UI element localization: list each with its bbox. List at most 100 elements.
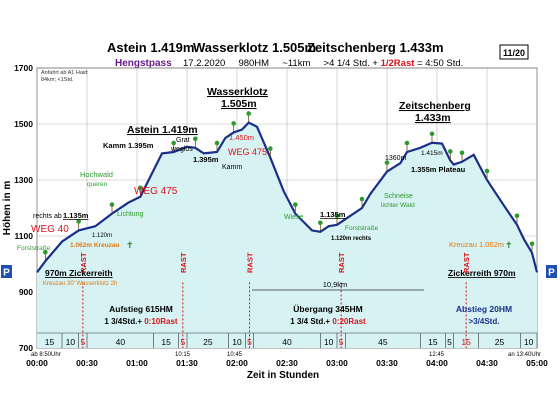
parking-label-right: P [548, 268, 555, 279]
label-weglos: weglos [170, 146, 193, 153]
profile-line [36, 121, 539, 274]
leg-uebergang-detail: 1 3/4 Std.+ 0:20Rast [290, 317, 366, 326]
tree-icon [529, 241, 535, 247]
y-tick-label: 1500 [14, 119, 33, 129]
label-queren: queren [87, 181, 108, 188]
leg-abstieg-detail: >3/4Std. [469, 317, 500, 326]
segment-dividers [82, 282, 467, 348]
label-start-sub: Kreuzau 30' Wasserklotz 2h [43, 281, 117, 287]
page-badge-box [499, 44, 529, 60]
segment-minutes: 40 [282, 337, 292, 347]
label-weg475-right: WEG 475 [228, 147, 267, 157]
x-tick-label: 03:30 [376, 358, 398, 368]
segment-minutes: 25 [203, 337, 213, 347]
leg-aufstieg-title: Aufstieg 615HM [109, 304, 173, 314]
label-1450: 1.450m [229, 133, 254, 142]
x-tick-label: 02:00 [226, 358, 248, 368]
segment-minutes: 25 [495, 337, 505, 347]
label-rechts-ab: rechts ab [33, 213, 62, 220]
label-1120-rechts: 1.120m rechts [331, 236, 372, 242]
label-wasserklotz: Wasserklotz [207, 86, 268, 98]
x-axis-ticks: 00:00 00:30 01:00 01:30 02:00 02:30 03:00 03:30… [26, 358, 548, 368]
page-badge: 11/20 [503, 48, 525, 58]
segment-minutes: 15 [161, 337, 171, 347]
rast-label: RAST [337, 252, 346, 273]
rast-label: RAST [246, 252, 255, 273]
label-kamm-1395: Kamm 1.395m [103, 141, 154, 150]
label-lichtung: Lichtung [117, 211, 144, 218]
label-zeitschenberg-height: 1.433m [415, 112, 451, 124]
leg-abstieg-title: Abstieg 20HM [456, 304, 512, 314]
tree-icon [138, 185, 143, 191]
segment-minutes: 10 [66, 337, 76, 347]
tree-icon [214, 140, 220, 146]
tree-icon [293, 202, 298, 207]
segment-minutes: 45 [378, 337, 388, 347]
label-1415: 1.415m [421, 150, 443, 157]
label-1135-left: 1.135m [63, 211, 89, 220]
label-forststrasse-left: Forststraße [17, 245, 51, 252]
leg-aufstieg-detail: 1 3/4Std.+ 0:10Rast [104, 317, 177, 326]
tree-icon [384, 160, 390, 165]
segment-minutes: 15 [461, 337, 471, 347]
chart-title-astein: Astein 1.419m [107, 40, 194, 55]
tree-icon [76, 219, 81, 224]
x-tick-label: 04:30 [476, 358, 498, 368]
label-weg40: WEG 40 [31, 224, 69, 235]
tree-icon [318, 220, 323, 226]
segment-minutes: 40 [116, 337, 126, 347]
label-1120-left: 1.120m [92, 233, 112, 239]
label-1135-middle: 1.135m [320, 210, 346, 219]
corner-note-2: 84km; <1Std. [41, 77, 74, 83]
label-schneise: Schneise [384, 193, 413, 200]
segment-minutes: 10 [324, 337, 334, 347]
label-kreuzau-right: Kreuzau 1.062m [449, 240, 504, 249]
y-axis-label: Höhen in m [2, 181, 13, 236]
parking-icon [546, 265, 557, 278]
y-tick-label: 900 [19, 287, 33, 297]
label-1360: 1360m [385, 155, 407, 162]
x-tick-label: 03:00 [326, 358, 348, 368]
tree-icon [171, 140, 176, 146]
profile-area [37, 122, 537, 348]
parking-label-left: P [3, 268, 10, 279]
label-zeitschenberg: Zeitschenberg [399, 100, 471, 112]
label-grat: Grat [176, 137, 190, 144]
subtitle-route: Hengstpass [115, 58, 172, 69]
tree-markers [43, 111, 535, 261]
tree-icon [459, 150, 465, 156]
cross-icon: ✝ [126, 240, 134, 250]
y-axis-ticks: 700 900 1100 1300 1500 1700 [14, 63, 33, 353]
distance-label: 10,9km [323, 280, 348, 289]
label-wiese: Wiese [284, 214, 304, 221]
segment-minutes: 15 [428, 337, 438, 347]
time-1245: 12:45 [429, 352, 445, 358]
tree-icon [109, 202, 115, 207]
leg-uebergang-title: Übergang 345HM [293, 304, 362, 314]
label-kreuzau-left: 1.062m Kreuzau [70, 242, 120, 249]
x-tick-label: 05:00 [526, 358, 548, 368]
rast-label: RAST [79, 252, 88, 273]
chart-title-zeitschenberg: Zeitschenberg 1.433m [307, 40, 444, 55]
tree-icon [246, 111, 251, 116]
segment-minutes: 5 [339, 337, 344, 347]
tree-icon [448, 149, 453, 154]
segment-minutes: 15 [45, 337, 55, 347]
time-1045: 10:45 [227, 352, 243, 358]
tree-icon [514, 213, 520, 219]
x-axis-label: Zeit in Stunden [247, 370, 319, 381]
label-end-place: Zickerreith 970m [448, 268, 516, 278]
segment-minutes: 5 [180, 337, 185, 347]
subtitle-details: 17.2.2020 980HM ~11km >4 1/4 Std. + 1/2R… [183, 58, 463, 69]
tree-icon [359, 196, 365, 202]
label-plateau: 1.355m Plateau [411, 165, 466, 174]
corner-note-1: Anfahrt ab A1 Haid: [41, 70, 89, 76]
tree-icon [43, 249, 48, 255]
rast-label: RAST [179, 252, 188, 273]
rast-bars: RAST RAST RAST RAST RAST [79, 252, 471, 273]
y-tick-label: 1300 [14, 175, 33, 185]
cross-icon: ✝ [505, 240, 513, 250]
chart-title-wasserklotz: Wasserklotz 1.505m [193, 40, 316, 55]
x-tick-label: 02:30 [276, 358, 298, 368]
